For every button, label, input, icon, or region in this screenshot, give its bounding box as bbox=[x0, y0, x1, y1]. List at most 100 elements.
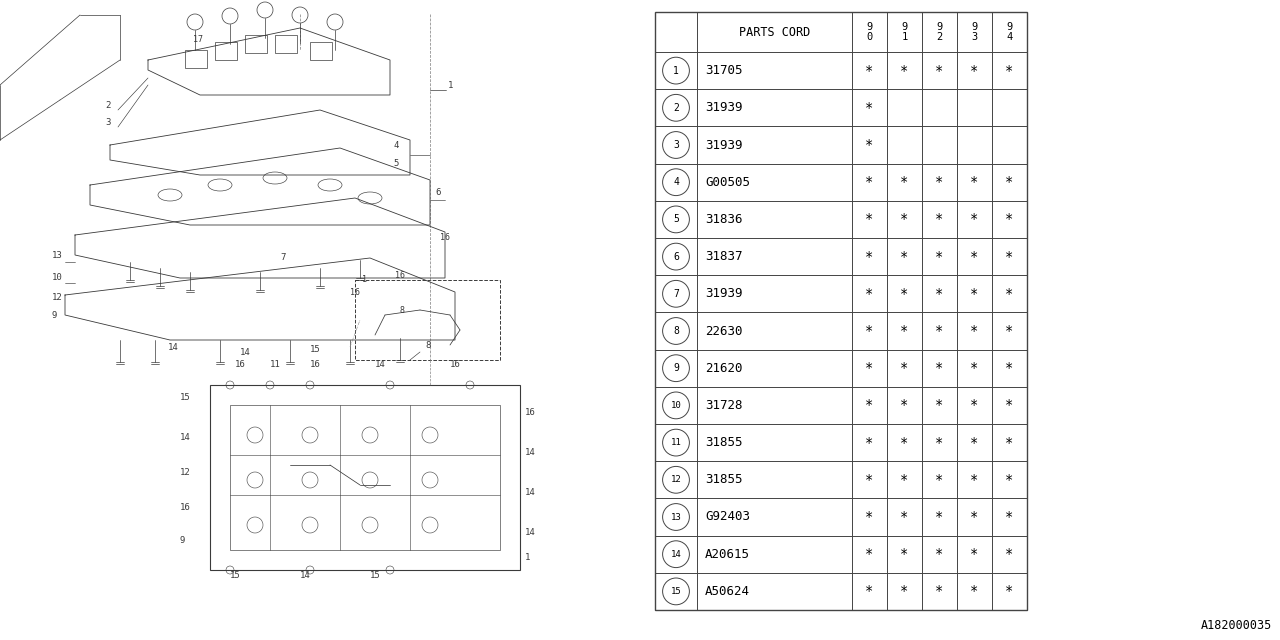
Text: 9
1: 9 1 bbox=[901, 22, 908, 42]
Text: *: * bbox=[936, 63, 943, 77]
Text: 14: 14 bbox=[525, 488, 536, 497]
Text: *: * bbox=[865, 324, 874, 338]
Text: 4: 4 bbox=[673, 177, 678, 188]
Text: 31728: 31728 bbox=[705, 399, 742, 412]
Text: *: * bbox=[900, 473, 909, 487]
Bar bbox=[215, 42, 237, 60]
Text: 16: 16 bbox=[396, 271, 404, 280]
Text: G92403: G92403 bbox=[705, 511, 750, 524]
Text: *: * bbox=[936, 250, 943, 264]
Text: 14: 14 bbox=[168, 343, 179, 352]
Text: *: * bbox=[865, 436, 874, 450]
Text: *: * bbox=[900, 436, 909, 450]
Text: *: * bbox=[1005, 510, 1014, 524]
Text: *: * bbox=[970, 287, 979, 301]
Text: 12: 12 bbox=[52, 293, 63, 302]
Text: *: * bbox=[1005, 361, 1014, 375]
Text: 14: 14 bbox=[375, 360, 385, 369]
Text: *: * bbox=[900, 361, 909, 375]
Text: 14: 14 bbox=[300, 571, 311, 580]
Text: *: * bbox=[970, 175, 979, 189]
Text: *: * bbox=[1005, 175, 1014, 189]
Text: 16: 16 bbox=[451, 360, 461, 369]
Text: A182000035: A182000035 bbox=[1201, 619, 1272, 632]
Text: *: * bbox=[900, 547, 909, 561]
Text: 2: 2 bbox=[673, 103, 678, 113]
Text: *: * bbox=[1005, 584, 1014, 598]
Text: 31837: 31837 bbox=[705, 250, 742, 263]
Text: *: * bbox=[936, 436, 943, 450]
Text: 5: 5 bbox=[673, 214, 678, 225]
Text: 9: 9 bbox=[180, 536, 186, 545]
Bar bbox=[655, 12, 1027, 610]
Text: 9: 9 bbox=[52, 311, 58, 320]
Text: *: * bbox=[970, 361, 979, 375]
Text: 9
2: 9 2 bbox=[937, 22, 942, 42]
Text: *: * bbox=[970, 584, 979, 598]
Text: 16: 16 bbox=[310, 360, 321, 369]
Text: 2: 2 bbox=[105, 101, 110, 110]
Text: 13: 13 bbox=[52, 251, 63, 260]
Bar bbox=[230, 405, 500, 550]
Text: *: * bbox=[970, 398, 979, 412]
Text: *: * bbox=[970, 63, 979, 77]
Text: 15: 15 bbox=[180, 393, 191, 402]
Text: *: * bbox=[936, 287, 943, 301]
Text: 16: 16 bbox=[440, 233, 451, 242]
Text: *: * bbox=[900, 287, 909, 301]
Text: 4: 4 bbox=[393, 141, 398, 150]
Text: *: * bbox=[900, 212, 909, 227]
Text: 31705: 31705 bbox=[705, 64, 742, 77]
Text: 15: 15 bbox=[671, 587, 681, 596]
Text: *: * bbox=[970, 473, 979, 487]
Text: *: * bbox=[900, 510, 909, 524]
Text: *: * bbox=[900, 250, 909, 264]
Text: *: * bbox=[936, 175, 943, 189]
Text: 15: 15 bbox=[370, 571, 380, 580]
Text: A20615: A20615 bbox=[705, 548, 750, 561]
Text: 7: 7 bbox=[280, 253, 285, 262]
Text: 8: 8 bbox=[399, 306, 404, 315]
Text: *: * bbox=[970, 250, 979, 264]
Text: *: * bbox=[865, 510, 874, 524]
Text: 16: 16 bbox=[180, 503, 191, 512]
Text: 31939: 31939 bbox=[705, 138, 742, 152]
Text: *: * bbox=[936, 510, 943, 524]
Bar bbox=[310, 42, 332, 60]
Text: *: * bbox=[1005, 398, 1014, 412]
Text: *: * bbox=[865, 212, 874, 227]
Text: *: * bbox=[865, 473, 874, 487]
Text: *: * bbox=[1005, 250, 1014, 264]
Text: *: * bbox=[865, 361, 874, 375]
Text: *: * bbox=[900, 584, 909, 598]
Text: 9
3: 9 3 bbox=[972, 22, 978, 42]
Text: 12: 12 bbox=[671, 476, 681, 484]
Text: *: * bbox=[936, 212, 943, 227]
Text: *: * bbox=[970, 324, 979, 338]
Text: 15: 15 bbox=[310, 345, 321, 354]
Bar bbox=[244, 35, 268, 53]
Text: *: * bbox=[900, 63, 909, 77]
Text: *: * bbox=[900, 398, 909, 412]
Text: PARTS CORD: PARTS CORD bbox=[739, 26, 810, 38]
Text: *: * bbox=[936, 584, 943, 598]
Text: *: * bbox=[900, 175, 909, 189]
Bar bbox=[275, 35, 297, 53]
Text: *: * bbox=[865, 250, 874, 264]
Text: *: * bbox=[970, 510, 979, 524]
Text: 16: 16 bbox=[525, 408, 536, 417]
Text: *: * bbox=[865, 63, 874, 77]
Text: 31939: 31939 bbox=[705, 287, 742, 300]
Text: 13: 13 bbox=[671, 513, 681, 522]
Bar bbox=[186, 50, 207, 68]
Text: A50624: A50624 bbox=[705, 585, 750, 598]
Text: *: * bbox=[1005, 547, 1014, 561]
Text: 17: 17 bbox=[193, 35, 204, 44]
Text: *: * bbox=[865, 547, 874, 561]
Text: 9: 9 bbox=[673, 364, 678, 373]
Text: G00505: G00505 bbox=[705, 176, 750, 189]
Text: *: * bbox=[865, 584, 874, 598]
Text: 1: 1 bbox=[673, 66, 678, 76]
Text: 31855: 31855 bbox=[705, 474, 742, 486]
Text: *: * bbox=[865, 398, 874, 412]
